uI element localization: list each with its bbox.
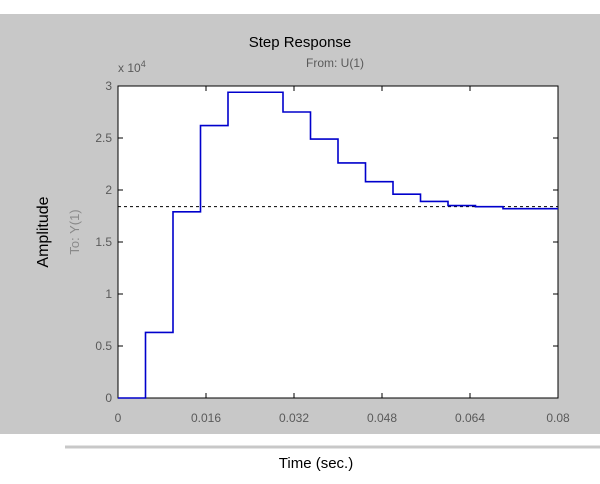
- y-tick-label: 0: [105, 391, 112, 405]
- x-tick-label: 0.032: [279, 411, 309, 425]
- y-tick-label: 0.5: [95, 339, 112, 353]
- x-tick-label: 0: [115, 411, 122, 425]
- x-tick-label: 0.08: [546, 411, 570, 425]
- y-tick-label: 2: [105, 183, 112, 197]
- y-axis-inner-label: To: Y(1): [67, 209, 82, 254]
- y-multiplier-base: x 10: [118, 61, 141, 75]
- y-tick-label: 1.5: [95, 235, 112, 249]
- y-multiplier-label: x 104: [118, 59, 146, 75]
- chart-marks: [118, 91, 558, 399]
- chart-title: Step Response: [249, 34, 352, 51]
- step-response-line: [118, 91, 558, 399]
- chart-subtitle: From: U(1): [306, 56, 364, 70]
- y-tick-label: 2.5: [95, 131, 112, 145]
- figure-bottom-strip: [0, 434, 600, 484]
- axis-ticks: 0 0.016 0.032 0.048 0.064 0.08 0 0.5 1 1.5 2 2.5 3: [95, 79, 570, 425]
- y-axis-label: Amplitude: [35, 196, 52, 267]
- y-multiplier-exponent: 4: [141, 59, 146, 69]
- y-tick-label: 1: [105, 287, 112, 301]
- x-tick-label: 0.016: [191, 411, 221, 425]
- y-tick-label: 3: [105, 79, 112, 93]
- x-tick-label: 0.048: [367, 411, 397, 425]
- x-tick-label: 0.064: [455, 411, 485, 425]
- x-axis-label: Time (sec.): [279, 455, 353, 472]
- plot-area: [117, 85, 559, 399]
